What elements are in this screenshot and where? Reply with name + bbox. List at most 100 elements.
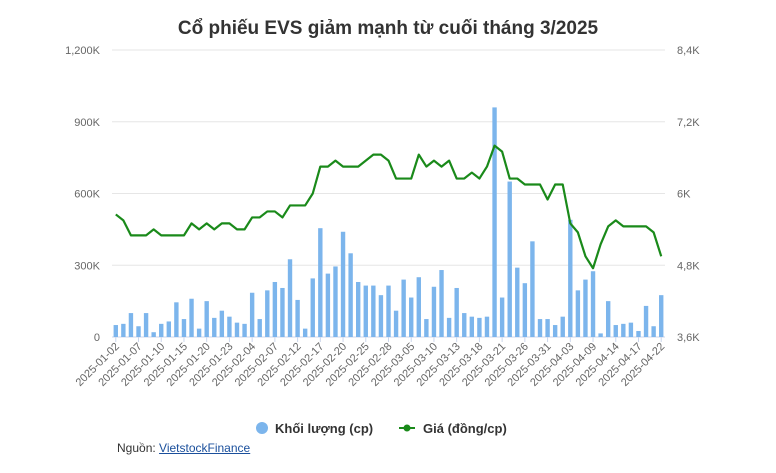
right-axis-tick-label: 8,4K [677,45,700,57]
volume-bar [393,310,399,337]
volume-bar [515,267,520,337]
volume-bar [378,295,384,337]
volume-bar [121,323,126,337]
volume-bar [560,316,565,337]
volume-bar [651,326,656,337]
volume-bar [287,259,293,337]
chart-title: Cổ phiếu EVS giảm mạnh từ cuối tháng 3/2… [178,18,599,39]
volume-bar [219,310,225,337]
legend-volume-label: Khối lượng (cp) [275,421,373,436]
left-axis-ticks: 0 300K 600K 900K 1,200K [65,45,101,344]
volume-bar [439,270,444,337]
volume-bar [499,297,505,337]
volume-bar [636,331,641,337]
volume-bar [568,219,573,337]
volume-bar [318,228,323,337]
volume-bars [113,107,664,338]
legend-item-volume[interactable]: Khối lượng (cp) [256,421,373,436]
volume-bar [242,323,247,337]
left-axis-tick-label: 0 [94,332,100,344]
legend-price-marker [403,424,411,432]
volume-bar [295,299,300,337]
volume-bar [128,313,134,337]
price-line [115,144,663,270]
volume-bar [477,317,482,337]
right-axis-tick-label: 3,6K [677,332,700,344]
legend[interactable]: Khối lượng (cp) Giá (đồng/cp) [256,421,507,436]
volume-bar [272,281,278,337]
right-axis-tick-label: 7,2K [677,117,700,129]
volume-bar [386,285,391,337]
volume-bar [302,328,308,337]
left-axis-tick-label: 1,200K [65,45,101,57]
volume-bar [280,287,285,337]
volume-bar [333,266,338,337]
volume-bar [590,271,596,337]
volume-bar [598,333,603,337]
volume-bar [204,301,209,338]
volume-bar [401,279,406,337]
volume-bar [143,313,149,337]
volume-bar [136,326,141,337]
volume-bar [628,322,634,337]
volume-bar [552,325,558,337]
volume-bar [325,273,331,337]
volume-bar [469,316,475,337]
volume-bar [613,325,618,337]
volume-bar [454,287,459,337]
volume-bar [151,332,156,337]
right-axis-tick-label: 4,8K [677,260,700,272]
left-axis-tick-label: 900K [74,117,100,129]
volume-bar [605,301,611,338]
volume-bar [446,317,452,337]
volume-bar [340,231,346,337]
legend-price-label: Giá (đồng/cp) [423,421,507,436]
volume-bar [484,316,490,337]
x-axis-ticks: 2025-01-022025-01-072025-01-102025-01-15… [74,337,667,389]
volume-bar [356,281,361,337]
legend-volume-marker [256,422,268,434]
volume-bar [113,325,118,337]
legend-item-price[interactable]: Giá (đồng/cp) [399,421,507,436]
volume-bar [249,292,255,337]
volume-bar [174,302,179,337]
volume-bar [530,241,535,337]
volume-bar [371,285,376,337]
volume-bar [507,181,512,337]
volume-bar [159,323,164,337]
volume-bar [265,290,270,337]
volume-bar [583,279,588,337]
volume-bar [257,319,262,337]
volume-bar [643,305,649,337]
volume-bar [310,278,315,337]
volume-bar [424,319,429,337]
volume-bar [166,321,172,337]
volume-bar [537,319,543,337]
right-axis-tick-label: 6K [677,189,691,201]
volume-bar [621,323,626,337]
volume-bar [462,313,467,337]
source-link[interactable]: VietstockFinance [159,441,251,455]
volume-bar [196,328,202,337]
price-series-line [115,144,663,270]
volume-bar [409,297,414,337]
right-axis-ticks: 3,6K 4,8K 6K 7,2K 8,4K [677,45,700,344]
volume-bar [659,295,664,337]
volume-bar [416,277,421,337]
volume-bar [363,285,368,337]
volume-bar [492,107,497,338]
left-axis-tick-label: 600K [74,189,100,201]
volume-bar [348,253,353,337]
volume-bar [234,322,240,337]
volume-bar [212,317,217,337]
volume-bar [522,283,528,337]
volume-bar [545,319,550,337]
volume-bar [227,316,232,337]
volume-bar [431,286,437,337]
source-prefix: Nguồn: [117,441,156,455]
source-credit: Nguồn: VietstockFinance [117,441,250,455]
volume-bar [181,319,187,337]
volume-bar [189,298,194,337]
left-axis-tick-label: 300K [74,260,100,272]
